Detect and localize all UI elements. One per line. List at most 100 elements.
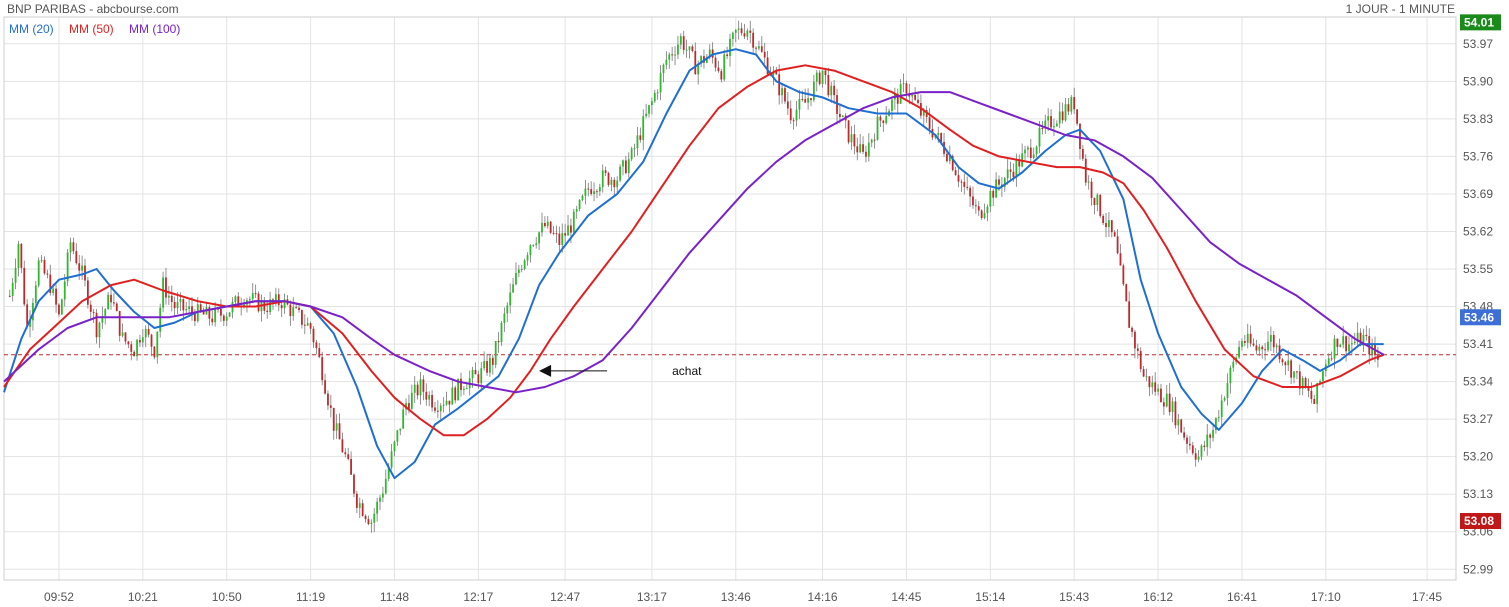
legend-mm100: MM (100) xyxy=(129,22,180,36)
candle-down xyxy=(853,134,856,147)
candle-down xyxy=(1154,382,1157,392)
candle-up xyxy=(52,288,55,293)
candle-down xyxy=(587,188,590,190)
candle-up xyxy=(1275,345,1278,348)
candle-down xyxy=(1255,345,1258,351)
candle-down xyxy=(110,294,112,303)
candle-down xyxy=(824,70,827,75)
candle-down xyxy=(543,222,546,227)
candle-up xyxy=(274,294,277,303)
price-badges: 54.01 53.46 53.08 xyxy=(1460,14,1501,530)
candle-up xyxy=(610,179,613,185)
x-tick-label: 13:46 xyxy=(721,590,751,604)
x-tick-label: 13:17 xyxy=(637,590,667,604)
candle-down xyxy=(55,288,57,305)
candle-up xyxy=(700,56,702,64)
candle-up xyxy=(529,245,532,256)
candle-down xyxy=(1081,149,1084,159)
candle-down xyxy=(491,357,494,365)
annotation-arrow-head xyxy=(539,364,552,377)
candle-up xyxy=(384,478,387,494)
candle-down xyxy=(1076,109,1078,124)
candle-down xyxy=(1183,432,1186,438)
candle-down xyxy=(1061,111,1064,121)
badge-current-label: 53.46 xyxy=(1464,310,1494,324)
candle-down xyxy=(1180,419,1183,433)
candle-down xyxy=(801,98,804,100)
candle-up xyxy=(185,309,188,311)
candle-down xyxy=(1188,443,1191,446)
candle-down xyxy=(1142,369,1145,377)
candle-down xyxy=(1012,171,1015,178)
candle-up xyxy=(688,46,691,50)
candle-down xyxy=(1330,358,1333,360)
candle-down xyxy=(1134,331,1136,349)
candle-down xyxy=(497,340,500,343)
candle-up xyxy=(37,260,40,286)
badge-high-label: 54.01 xyxy=(1464,15,1494,29)
candle-down xyxy=(784,88,786,102)
candle-up xyxy=(1301,377,1304,389)
candle-down xyxy=(1261,346,1264,350)
candle-down xyxy=(1203,445,1206,448)
candle-down xyxy=(280,305,283,309)
candle-up xyxy=(214,308,217,323)
candle-down xyxy=(966,186,969,188)
candle-down xyxy=(1249,333,1252,344)
candle-down xyxy=(49,274,52,293)
candle-up xyxy=(101,315,104,323)
candle-up xyxy=(1035,146,1038,155)
candle-up xyxy=(176,302,179,309)
candle-down xyxy=(1148,376,1151,388)
candle-up xyxy=(104,309,107,316)
candle-down xyxy=(1009,169,1012,172)
candle-down xyxy=(792,120,795,122)
candle-down xyxy=(1136,348,1139,351)
candle-up xyxy=(902,83,905,85)
candle-up xyxy=(410,392,413,409)
x-tick-label: 14:45 xyxy=(891,590,921,604)
y-tick-label: 53.13 xyxy=(1463,487,1493,501)
candle-up xyxy=(11,282,14,296)
candle-down xyxy=(740,28,743,34)
candle-down xyxy=(124,332,127,342)
candle-down xyxy=(1084,158,1087,183)
candle-up xyxy=(1371,344,1374,355)
candle-down xyxy=(720,71,723,80)
candle-up xyxy=(1200,445,1203,457)
candle-up xyxy=(14,267,17,283)
candle-down xyxy=(220,308,222,316)
candle-down xyxy=(327,393,329,406)
candle-down xyxy=(173,301,176,309)
candle-down xyxy=(222,315,225,321)
candle-down xyxy=(980,210,983,218)
candle-up xyxy=(633,148,636,150)
ma-line-1 xyxy=(3,64,1385,437)
candle-up xyxy=(601,170,604,188)
y-tick-label: 53.27 xyxy=(1463,412,1493,426)
candle-down xyxy=(1113,232,1116,237)
candle-down xyxy=(1041,127,1044,129)
candle-up xyxy=(584,188,587,196)
candle-down xyxy=(78,263,81,271)
candle-down xyxy=(691,46,694,51)
candle-up xyxy=(63,281,66,300)
candle-down xyxy=(191,306,193,313)
candle-down xyxy=(355,493,358,508)
candle-down xyxy=(92,311,95,313)
candle-up xyxy=(69,242,72,253)
candle-down xyxy=(1162,402,1165,407)
candle-up xyxy=(679,36,682,45)
candle-down xyxy=(940,133,943,142)
candle-up xyxy=(541,222,543,233)
candle-up xyxy=(807,98,809,103)
candle-down xyxy=(1105,223,1107,228)
candle-down xyxy=(1073,97,1076,110)
candle-up xyxy=(575,208,578,212)
candle-up xyxy=(520,268,523,270)
candle-down xyxy=(1174,401,1177,426)
candle-down xyxy=(1119,253,1122,266)
candle-up xyxy=(60,299,63,315)
candle-up xyxy=(1232,361,1235,368)
candle-up xyxy=(653,92,656,102)
